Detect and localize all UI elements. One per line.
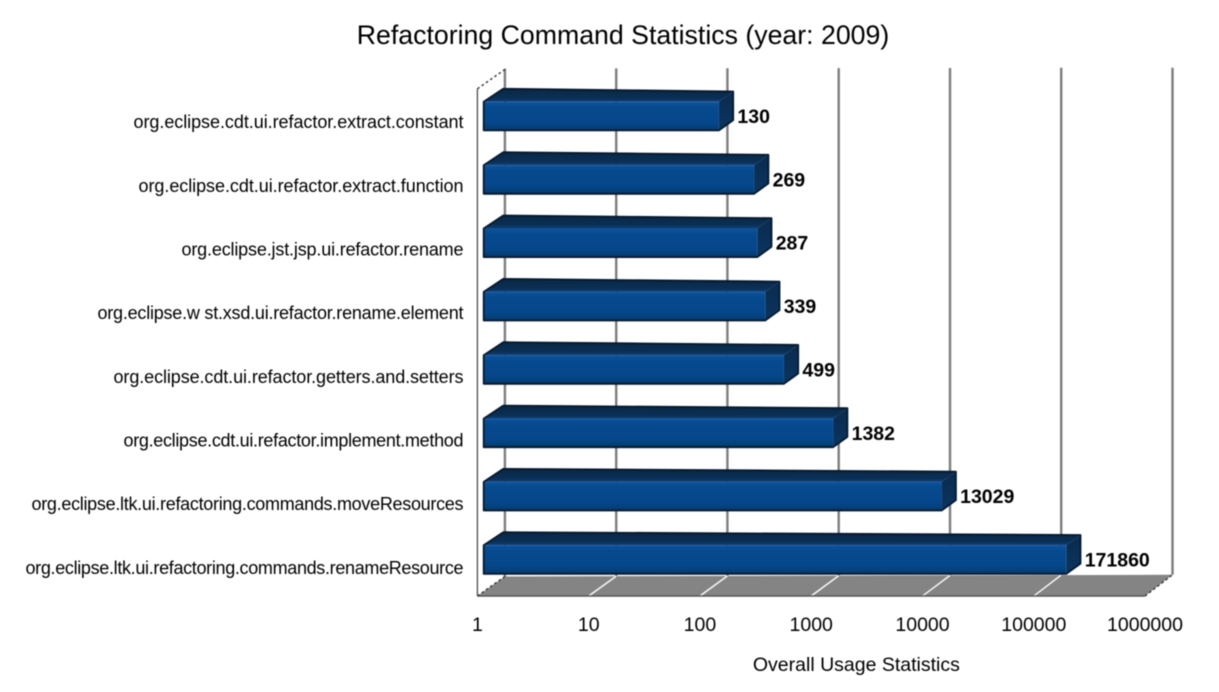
svg-text:1: 1 [472,614,483,636]
svg-text:org.eclipse.ltk.ui.refactoring: org.eclipse.ltk.ui.refactoring.commands.… [32,494,464,514]
svg-text:10000: 10000 [895,614,949,636]
svg-text:org.eclipse.cdt.ui.refactor.im: org.eclipse.cdt.ui.refactor.implement.me… [124,431,464,451]
svg-text:org.eclipse.cdt.ui.refactor.ge: org.eclipse.cdt.ui.refactor.getters.and.… [114,367,464,387]
svg-text:339: 339 [784,296,817,318]
svg-text:100000: 100000 [1001,614,1066,636]
svg-text:org.eclipse.w st.xsd.ui.refact: org.eclipse.w st.xsd.ui.refactor.rename.… [98,303,464,323]
svg-text:287: 287 [776,233,809,255]
svg-text:org.eclipse.jst.jsp.ui.refacto: org.eclipse.jst.jsp.ui.refactor.rename [182,239,464,259]
svg-text:10: 10 [578,614,600,636]
svg-text:499: 499 [802,359,835,381]
svg-text:Refactoring Command Statistics: Refactoring Command Statistics (year: 20… [357,20,890,50]
svg-text:269: 269 [773,169,806,191]
svg-text:org.eclipse.ltk.ui.refactoring: org.eclipse.ltk.ui.refactoring.commands.… [26,558,464,578]
svg-text:130: 130 [737,106,770,128]
svg-text:100: 100 [684,614,717,636]
svg-text:Overall Usage Statistics: Overall Usage Statistics [753,654,960,676]
svg-text:13029: 13029 [960,486,1014,508]
svg-text:org.eclipse.cdt.ui.refactor.ex: org.eclipse.cdt.ui.refactor.extract.cons… [134,112,464,132]
svg-text:1382: 1382 [852,423,896,445]
svg-text:org.eclipse.cdt.ui.refactor.ex: org.eclipse.cdt.ui.refactor.extract.func… [139,176,464,196]
svg-text:171860: 171860 [1085,549,1150,571]
svg-text:1000: 1000 [790,614,834,636]
svg-text:1000000: 1000000 [1107,614,1183,636]
